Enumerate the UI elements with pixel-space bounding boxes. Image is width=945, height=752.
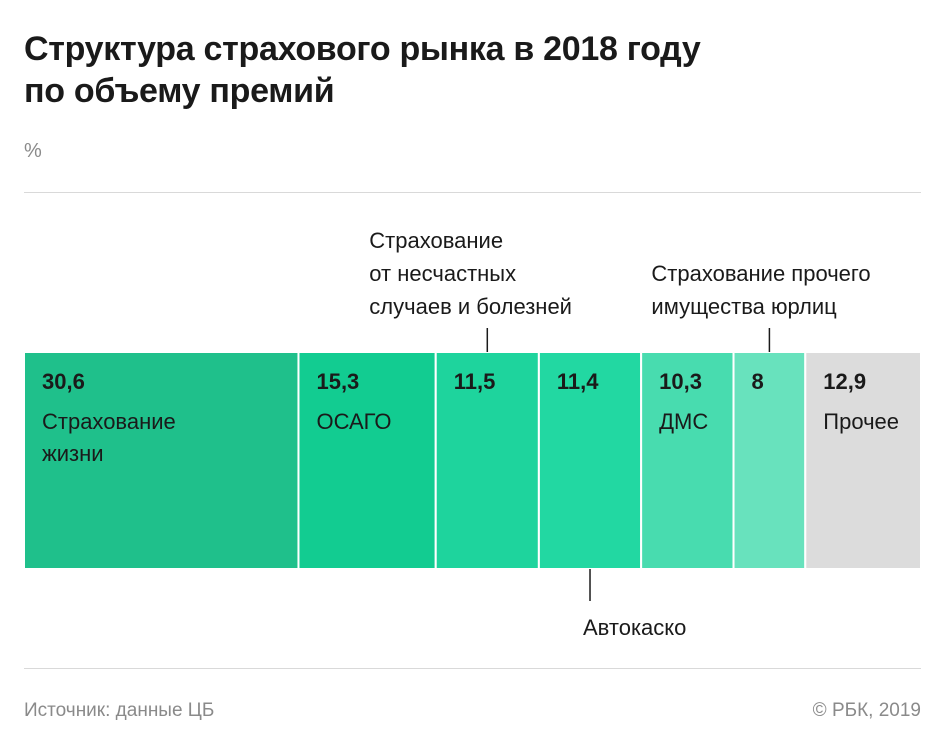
source-note: Источник: данные ЦБ	[24, 700, 215, 721]
callout-label: случаев и болезней	[369, 294, 572, 319]
callout-label: Автокаско	[583, 615, 686, 640]
segment-category-label: Прочее	[823, 409, 899, 434]
segment-value-label: 11,5	[454, 369, 496, 394]
callout-label: от несчастных	[369, 261, 516, 286]
segment-value-label: 12,9	[823, 369, 866, 394]
bottom-divider	[24, 668, 921, 669]
copyright-credit: © РБК, 2019	[812, 700, 921, 721]
callout-label: Страхование	[369, 228, 503, 253]
bar-segment-5	[640, 351, 735, 570]
segment-category-label: Страхование	[42, 409, 176, 434]
bar-segment-1	[23, 351, 300, 570]
segment-value-label: 10,3	[659, 369, 702, 394]
chart-title-line-1: Структура страхового рынка в 2018 году	[24, 30, 701, 68]
bar-segment-7	[804, 351, 922, 570]
bar-segment-6	[732, 351, 807, 570]
chart-title-line-2: по объему премий	[24, 72, 335, 110]
bar-segment-2	[297, 351, 437, 570]
segment-value-label: 11,4	[557, 369, 599, 394]
segment-category-label: ДМС	[659, 409, 708, 434]
top-divider	[24, 192, 921, 193]
chart-title: Структура страхового рынка в 2018 году п…	[24, 28, 904, 112]
segment-value-label: 8	[752, 369, 764, 394]
segment-category-label: ОСАГО	[316, 409, 391, 434]
segment-value-label: 30,6	[42, 369, 85, 394]
callout-label: Страхование прочего	[651, 261, 870, 286]
segment-category-label: жизни	[42, 441, 104, 466]
unit-label: %	[24, 140, 42, 162]
segment-value-label: 15,3	[316, 369, 359, 394]
callout-label: имущества юрлиц	[651, 294, 837, 319]
